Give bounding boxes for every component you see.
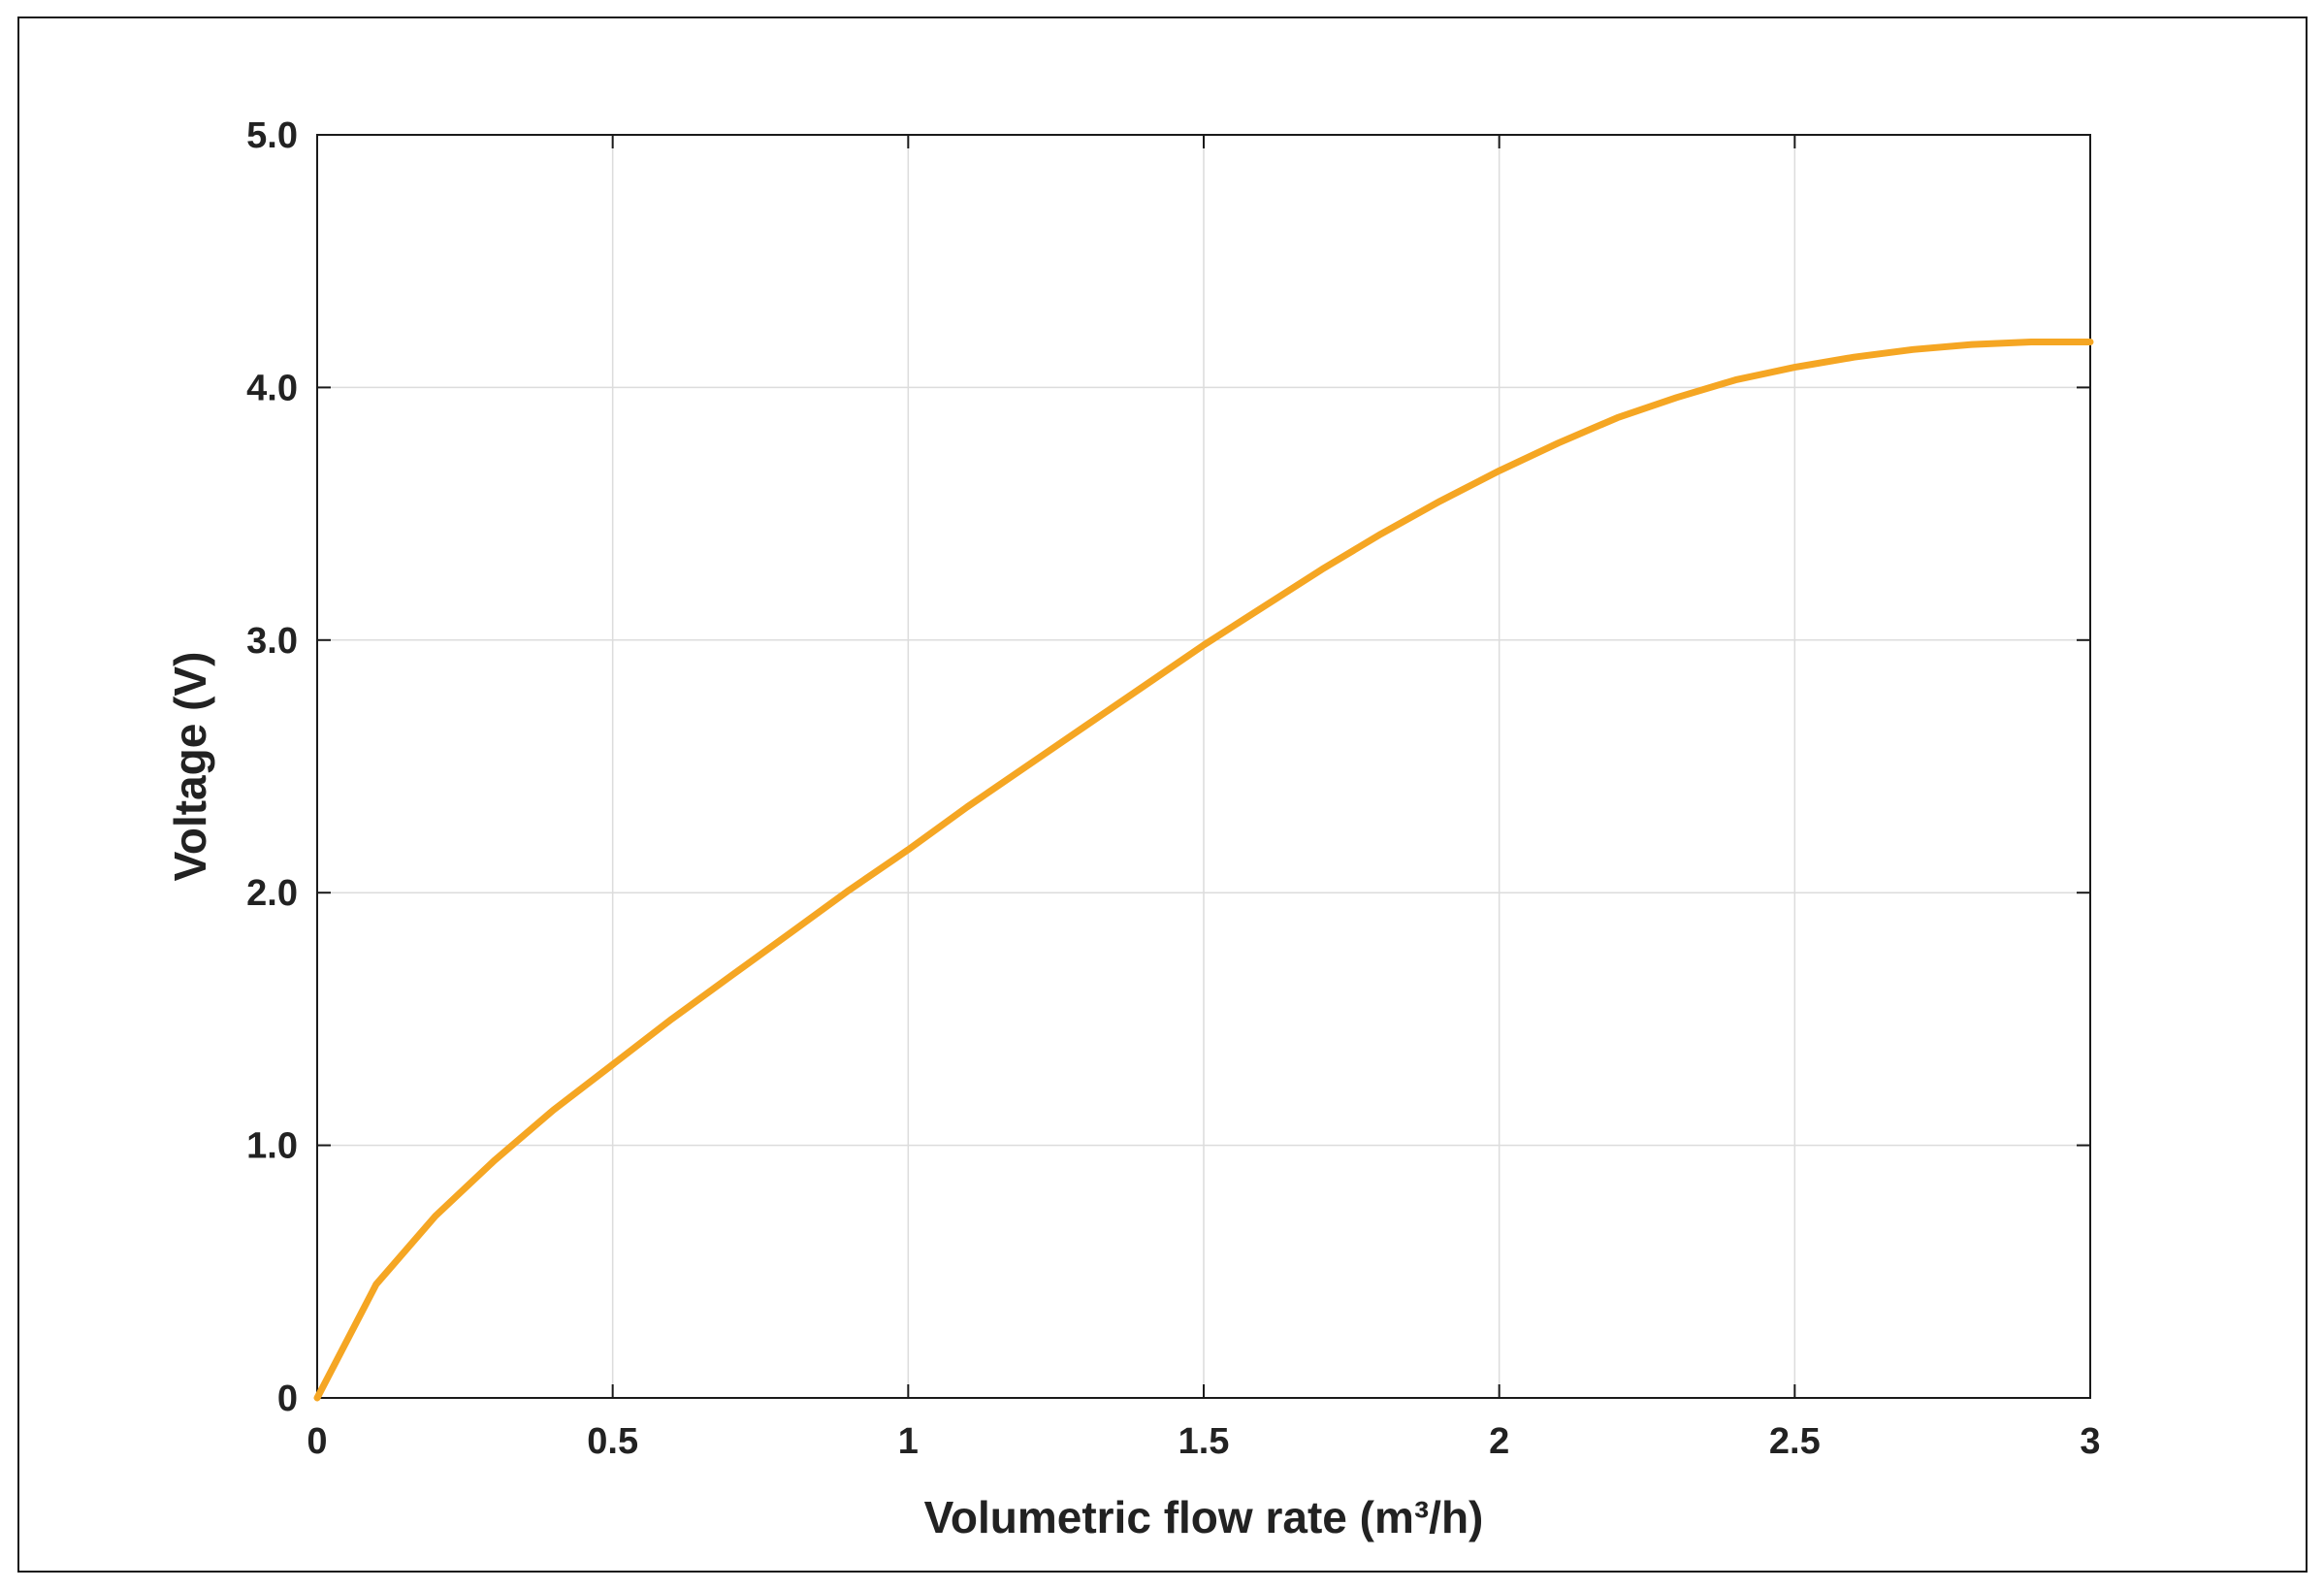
y-tick-label: 3.0 bbox=[246, 621, 298, 662]
y-tick-label: 5.0 bbox=[246, 115, 298, 156]
y-tick-label: 2.0 bbox=[246, 873, 298, 914]
x-tick-label: 2.5 bbox=[1769, 1421, 1821, 1462]
figure-frame bbox=[17, 16, 2308, 1573]
y-axis-title: Voltage (V) bbox=[165, 652, 215, 882]
grid bbox=[316, 134, 2091, 1399]
y-tick-label: 4.0 bbox=[246, 368, 298, 408]
x-tick-label: 2 bbox=[1489, 1421, 1509, 1462]
x-tick-label: 0.5 bbox=[587, 1421, 638, 1462]
x-tick-label: 0 bbox=[307, 1421, 327, 1462]
x-tick-label: 1.5 bbox=[1178, 1421, 1230, 1462]
x-tick-label: 1 bbox=[898, 1421, 919, 1462]
y-tick-label: 1.0 bbox=[246, 1126, 298, 1167]
x-tick-label: 3 bbox=[2080, 1421, 2100, 1462]
axis-ticks: 0 0.5 1 1.5 2 2.5 3 0 1.0 2.0 3.0 4.0 5.0 bbox=[246, 115, 2100, 1462]
y-tick-label: 0 bbox=[277, 1379, 298, 1419]
x-axis-title: Volumetric flow rate (m³/h) bbox=[924, 1492, 1484, 1542]
series bbox=[313, 339, 2094, 1402]
series-line bbox=[313, 339, 2094, 1402]
